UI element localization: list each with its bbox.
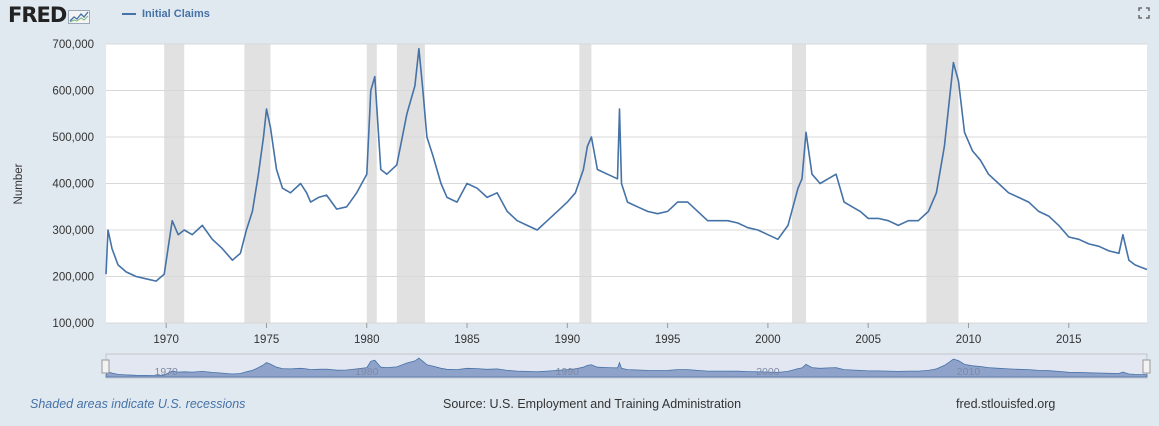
y-tick-label: 600,000 — [52, 86, 94, 98]
navigator-series — [105, 357, 1148, 378]
fullscreen-icon[interactable] — [1138, 7, 1150, 19]
x-tick-label: 1980 — [354, 334, 380, 346]
x-tick-label: 1985 — [454, 334, 480, 346]
site-link[interactable]: fred.stlouisfed.org — [956, 397, 1056, 411]
y-axis-label: Number — [13, 163, 25, 204]
navigator-label: 1970 — [154, 366, 178, 378]
y-tick-label: 100,000 — [52, 318, 94, 330]
x-tick-label: 1990 — [555, 334, 581, 346]
x-tick-label: 1975 — [254, 334, 280, 346]
source-text: Source: U.S. Employment and Training Adm… — [443, 397, 742, 411]
x-tick-label: 1970 — [153, 334, 179, 346]
navigator-label: 1990 — [556, 366, 580, 378]
y-tick-label: 200,000 — [52, 272, 94, 284]
navigator-label: 2000 — [756, 366, 780, 378]
series-line-initial-claims[interactable] — [105, 47, 1148, 282]
y-axis: 100,000 200,000 300,000 400,000 500,000 600,0… — [52, 39, 94, 330]
x-tick-label: 2000 — [755, 334, 781, 346]
navigator-labels: 1970 1980 1990 2000 2010 — [154, 366, 980, 378]
legend-label: Initial Claims — [142, 8, 210, 20]
navigator-label: 2010 — [957, 366, 981, 378]
navigator[interactable]: 1970 1980 1990 2000 2010 — [101, 353, 1151, 379]
fred-logo[interactable]: FRED — [8, 2, 91, 28]
x-tick-label: 2010 — [956, 334, 982, 346]
x-tick-label: 2005 — [855, 334, 881, 346]
y-tick-label: 700,000 — [52, 39, 94, 51]
navigator-area — [105, 357, 1148, 378]
fred-logo-chart-icon — [68, 10, 91, 24]
series-layer — [105, 47, 1148, 282]
gridlines — [106, 43, 1147, 324]
navigator-label: 1980 — [355, 366, 379, 378]
x-axis: 1970 1975 1980 1985 1990 1995 2000 2005 2010 2015 — [153, 323, 1082, 346]
y-tick-label: 300,000 — [52, 225, 94, 237]
recession-note[interactable]: Shaded areas indicate U.S. recessions — [30, 397, 246, 411]
navigator-handle-right[interactable] — [1142, 359, 1151, 374]
legend-swatch — [122, 13, 136, 15]
y-tick-label: 400,000 — [52, 179, 94, 191]
x-tick-label: 2015 — [1056, 334, 1082, 346]
navigator-handle-left[interactable] — [101, 359, 110, 374]
y-tick-label: 500,000 — [52, 132, 94, 144]
chart-legend[interactable]: Initial Claims — [122, 8, 210, 20]
x-tick-label: 1995 — [655, 334, 681, 346]
fred-logo-text: FRED — [8, 3, 67, 27]
